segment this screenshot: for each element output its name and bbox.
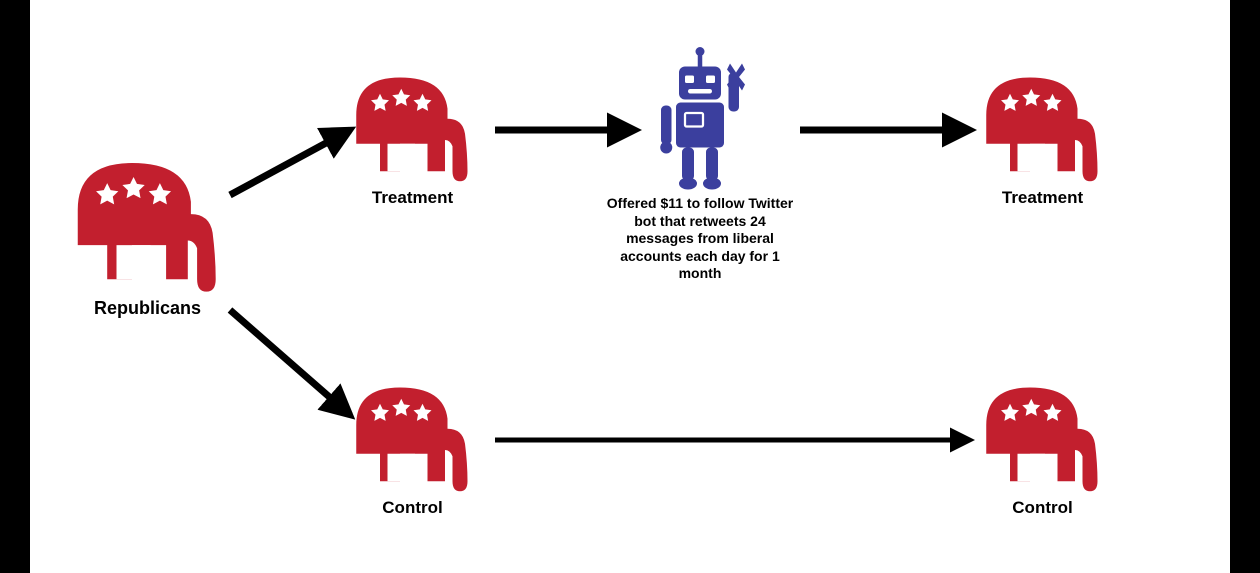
label-control-end: Control (980, 499, 1105, 518)
bot-description: Offered $11 to follow Twitter bot that r… (605, 195, 795, 283)
diagram-canvas: Republicans Treatment (30, 0, 1230, 573)
elephant-icon (70, 155, 225, 295)
node-treatment-mid: Treatment (350, 70, 475, 208)
robot-icon (640, 40, 760, 195)
elephant-icon (350, 70, 475, 185)
label-treatment-mid: Treatment (350, 189, 475, 208)
label-treatment-end: Treatment (980, 189, 1105, 208)
node-treatment-end: Treatment (980, 70, 1105, 208)
node-control-end: Control (980, 380, 1105, 518)
flow-arrow (230, 130, 350, 195)
elephant-icon (980, 380, 1105, 495)
label-republicans: Republicans (70, 299, 225, 319)
node-bot: Offered $11 to follow Twitter bot that r… (605, 40, 795, 283)
node-republicans: Republicans (70, 155, 225, 319)
node-control-mid: Control (350, 380, 475, 518)
elephant-icon (980, 70, 1105, 185)
elephant-icon (350, 380, 475, 495)
flow-arrow (230, 310, 350, 415)
label-control-mid: Control (350, 499, 475, 518)
